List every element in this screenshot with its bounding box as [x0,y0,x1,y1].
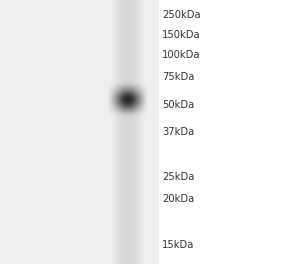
Text: 50kDa: 50kDa [162,100,194,110]
Text: 100kDa: 100kDa [162,50,200,60]
Text: 75kDa: 75kDa [162,72,194,82]
Text: 20kDa: 20kDa [162,194,194,204]
Text: 25kDa: 25kDa [162,172,194,182]
Text: 250kDa: 250kDa [162,10,201,20]
Text: 15kDa: 15kDa [162,240,194,250]
Text: 37kDa: 37kDa [162,127,194,137]
Text: 150kDa: 150kDa [162,30,201,40]
